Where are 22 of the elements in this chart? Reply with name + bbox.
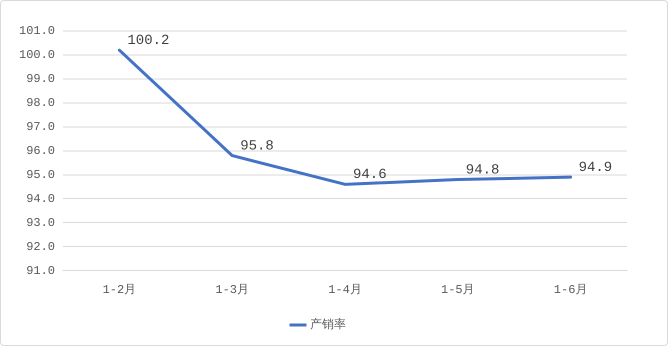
y-tick-label: 100.0 [18,48,56,62]
data-label: 94.9 [578,160,612,176]
y-tick-label: 91.0 [26,264,56,278]
y-tick-label: 99.0 [26,72,56,86]
x-tick-label: 1-2月 [102,282,136,297]
y-tick-label: 101.0 [18,24,56,38]
data-label: 95.8 [240,138,274,154]
data-label: 100.2 [127,32,170,49]
y-tick-label: 95.0 [26,168,56,182]
x-tick-label: 1-5月 [440,282,475,297]
x-tick-label: 1-6月 [554,282,588,297]
x-tick-label: 1-4月 [328,282,362,297]
y-tick-label: 98.0 [26,96,56,110]
x-tick-label: 1-3月 [215,282,250,297]
y-tick-label: 96.0 [26,144,56,158]
data-label: 94.6 [353,167,387,184]
y-tick-label: 94.0 [26,192,56,206]
y-tick-label: 97.0 [26,120,56,134]
data-label: 94.8 [466,162,500,178]
y-tick-label: 93.0 [26,216,56,230]
y-tick-label: 92.0 [26,240,56,254]
legend-label: 产销率 [310,317,346,332]
